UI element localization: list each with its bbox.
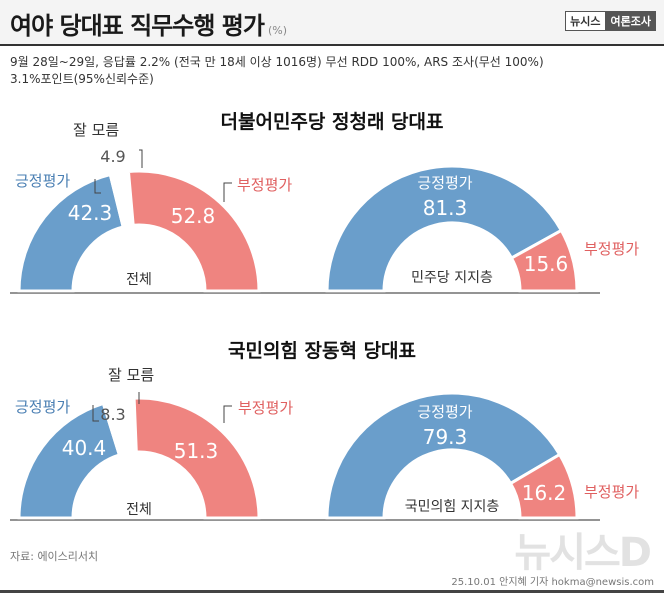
center-label-1: 전체 <box>126 272 152 288</box>
title-text: 여야 당대표 직무수행 평가 <box>10 12 265 40</box>
slice-name-2-2: 부정평가 <box>584 240 639 258</box>
header-bar: 여야 당대표 직무수행 평가 (%) 뉴시스 여론조사 <box>0 0 664 44</box>
slice-name-4-1: 긍정평가 <box>417 403 472 421</box>
slice-name-3-3: 부정평가 <box>238 399 293 417</box>
leader-line-1-2 <box>139 149 143 168</box>
slice-name-1-1: 긍정평가 <box>15 172 70 190</box>
slice-name-2-1: 긍정평가 <box>417 174 472 192</box>
leader-line-3-3 <box>223 405 232 423</box>
donut-slice-2-2 <box>509 228 579 293</box>
donut-slice-1-3 <box>126 169 261 293</box>
leader-line-1-1 <box>94 179 101 194</box>
slice-name-4-2: 부정평가 <box>584 483 639 501</box>
center-label-3: 전체 <box>126 502 152 518</box>
value-label-3-3: 51.3 <box>174 439 219 463</box>
value-label-1-2: 4.9 <box>100 147 125 166</box>
page-title: 여야 당대표 직무수행 평가 (%) <box>10 6 287 41</box>
slice-name-3-1: 긍정평가 <box>15 398 70 416</box>
title-unit: (%) <box>267 24 287 37</box>
value-label-3-2: 8.3 <box>100 405 125 424</box>
slice-name-1-3: 부정평가 <box>237 176 292 194</box>
survey-note-2: 3.1%포인트(95%신뢰수준) <box>10 72 154 86</box>
value-label-4-1: 79.3 <box>423 425 468 449</box>
newsis-watermark: 뉴시스D <box>514 530 652 576</box>
value-label-1-3: 52.8 <box>171 204 216 228</box>
value-label-2-2: 15.6 <box>524 252 569 276</box>
center-label-4: 국민의힘 지지층 <box>405 499 500 515</box>
leader-line-1-3 <box>223 182 232 202</box>
header-rule <box>0 44 664 46</box>
leader-line-3-1 <box>92 405 99 422</box>
brand-newsis: 뉴시스 <box>565 11 606 31</box>
donut-slice-2-1 <box>325 164 564 293</box>
survey-note-1: 9월 28일~29일, 응답률 2.2% (전국 만 18세 이상 1016명)… <box>10 55 544 69</box>
value-label-2-1: 81.3 <box>423 196 468 220</box>
value-label-3-1: 40.4 <box>62 436 107 460</box>
credit-line: 25.10.01 안지혜 기자 hokma@newsis.com <box>451 577 654 588</box>
section-title-3: 국민의힘 장동혁 당대표 <box>228 340 416 362</box>
source-note: 자료: 에이스리서치 <box>10 550 99 563</box>
donut-slice-4-1 <box>325 391 562 520</box>
center-label-2: 민주당 지지층 <box>411 270 493 286</box>
brand-poll: 여론조사 <box>605 11 656 31</box>
value-label-1-1: 42.3 <box>68 201 113 225</box>
slice-name-1-2: 잘 모름 <box>73 121 119 139</box>
value-label-4-2: 16.2 <box>522 481 567 505</box>
brand-badge: 뉴시스 여론조사 <box>565 11 656 31</box>
donut-slice-3-3 <box>132 396 261 520</box>
footer-rule <box>0 590 664 593</box>
section-title-1: 더불어민주당 정청래 당대표 <box>221 111 444 133</box>
slice-name-3-2: 잘 모름 <box>108 366 154 384</box>
donut-slice-1-1 <box>17 172 126 293</box>
donut-slice-4-2 <box>508 452 579 520</box>
